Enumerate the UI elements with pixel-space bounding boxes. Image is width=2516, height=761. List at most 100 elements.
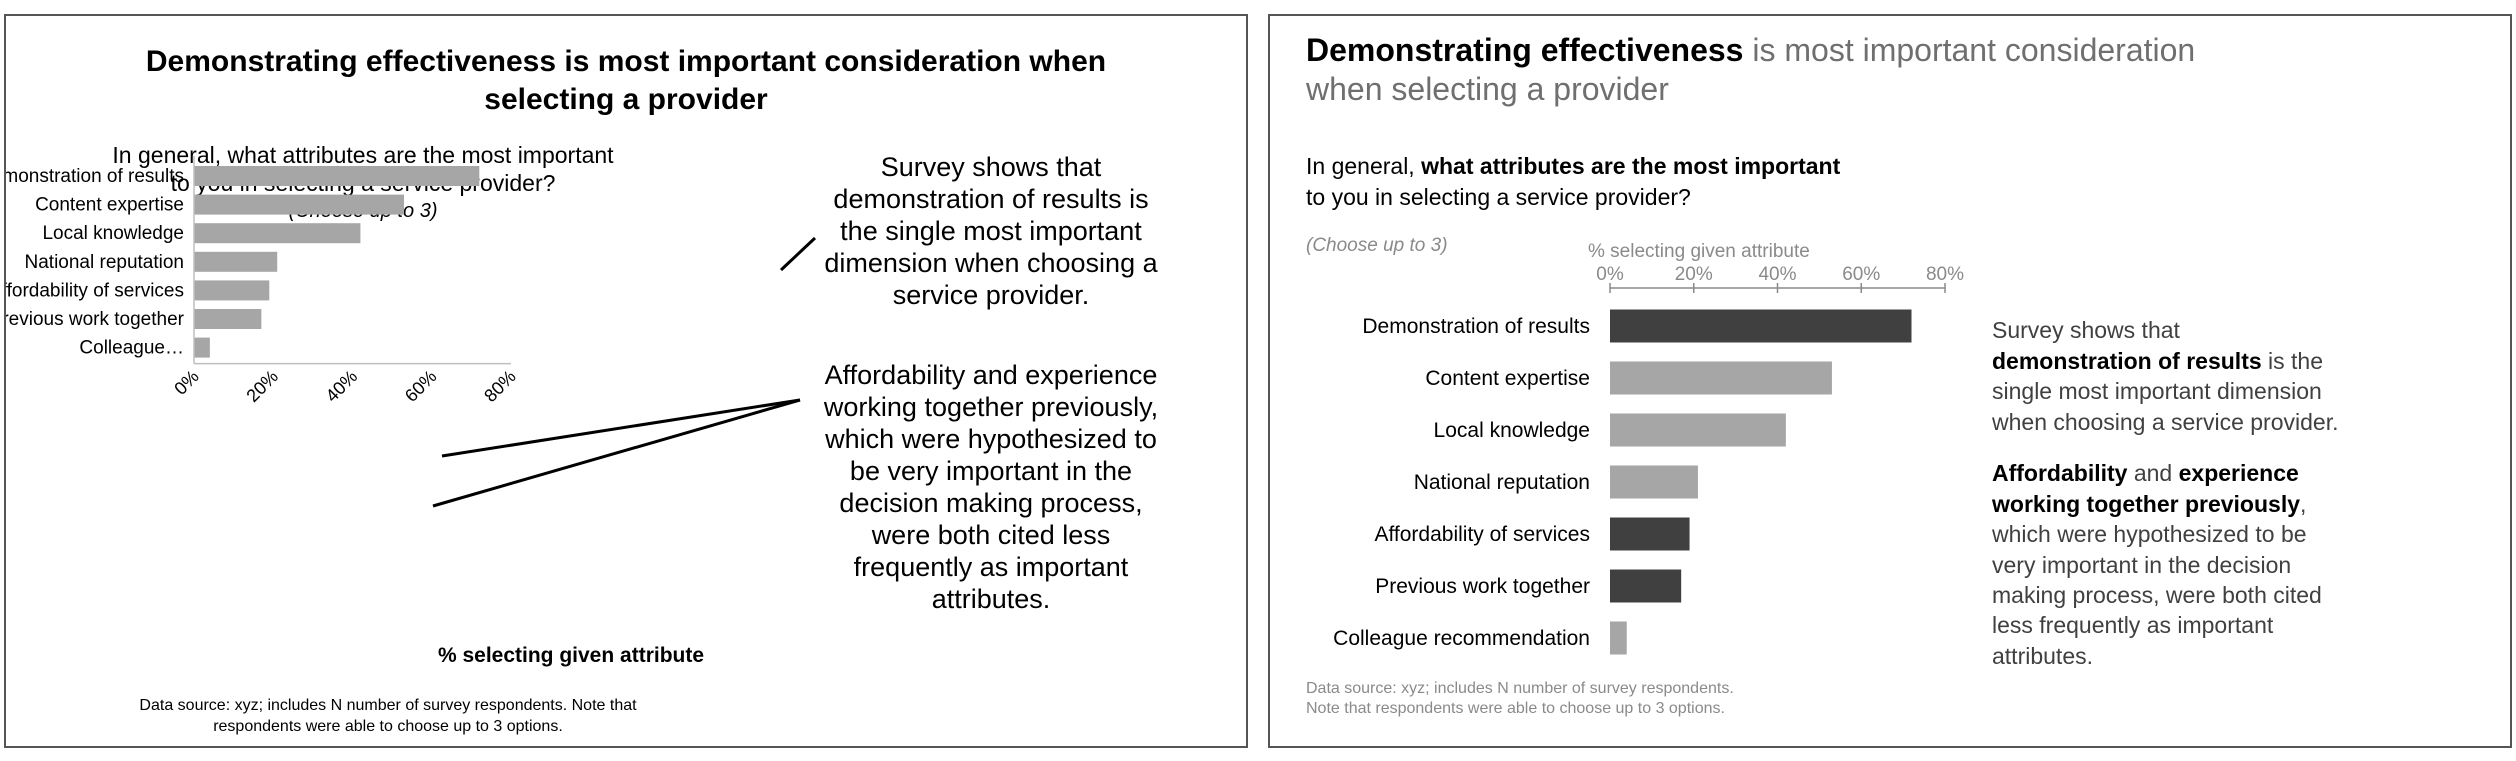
left-x-tick-label: 40% bbox=[322, 366, 362, 406]
right-x-tick-label: 40% bbox=[1758, 264, 1796, 285]
right-chart-svg: Demonstrating effectiveness is most impo… bbox=[1305, 32, 2338, 717]
left-bar bbox=[194, 280, 270, 301]
right-bar bbox=[1610, 465, 1698, 499]
left-x-axis-label: % selecting given attribute bbox=[438, 644, 704, 667]
right-x-tick-label: 0% bbox=[1596, 264, 1624, 285]
right-ann2-bold-b: experience bbox=[2179, 460, 2299, 486]
left-bar bbox=[194, 223, 361, 244]
left-ann1-line: the single most important bbox=[840, 216, 1142, 246]
right-question-note: (Choose up to 3) bbox=[1306, 235, 1448, 256]
right-title-line1: Demonstrating effectiveness is most impo… bbox=[1306, 32, 2195, 68]
left-source-line1: Data source: xyz; includes N number of s… bbox=[139, 697, 637, 714]
left-ann2-line: were both cited less bbox=[871, 520, 1111, 550]
left-x-tick-label: 60% bbox=[401, 366, 441, 406]
right-question-bold: what attributes are the most important bbox=[1420, 153, 1841, 179]
left-chart-panel: Demonstrating effectiveness is most impo… bbox=[4, 14, 1248, 748]
right-category-labels: Demonstration of results Content expertis… bbox=[1333, 315, 1590, 650]
left-question-line1: In general, what attributes are the most… bbox=[112, 142, 614, 168]
left-callout-line-3 bbox=[432, 398, 801, 508]
right-annotation-1: Survey shows that demonstration of resul… bbox=[1991, 317, 2338, 435]
right-ann2-line1: Affordability and experience bbox=[1992, 460, 2299, 486]
left-category-label: Content expertise bbox=[35, 195, 184, 216]
left-ann2-line: which were hypothesized to bbox=[824, 424, 1157, 454]
right-question-plain: In general, bbox=[1306, 153, 1421, 179]
right-category-label: National reputation bbox=[1414, 471, 1590, 494]
right-title-rest: is most important consideration bbox=[1743, 32, 2195, 68]
left-ann2-line: attributes. bbox=[932, 584, 1051, 614]
right-ann2-line5: making process, were both cited bbox=[1992, 582, 2322, 608]
right-category-label: Local knowledge bbox=[1434, 419, 1590, 442]
right-x-axis-label: % selecting given attribute bbox=[1588, 241, 1810, 262]
right-category-label: Previous work together bbox=[1375, 575, 1590, 598]
right-ann1-line2: demonstration of results is the bbox=[1992, 348, 2323, 374]
right-chart-panel: Demonstrating effectiveness is most impo… bbox=[1268, 14, 2512, 748]
right-bar bbox=[1610, 569, 1682, 603]
right-question-line1: In general, what attributes are the most… bbox=[1306, 153, 1841, 179]
left-x-tick-label: 20% bbox=[242, 366, 282, 406]
left-ann1-line: service provider. bbox=[893, 280, 1090, 310]
right-x-tick-label: 60% bbox=[1842, 264, 1880, 285]
left-source-line2: respondents were able to choose up to 3 … bbox=[213, 718, 563, 735]
right-ann2-line7: attributes. bbox=[1992, 643, 2093, 669]
left-ann1-line: demonstration of results is bbox=[833, 184, 1148, 214]
right-ann1-line4: when choosing a service provider. bbox=[1991, 409, 2338, 435]
right-bar bbox=[1610, 309, 1912, 343]
right-ann2-rest: , bbox=[2300, 491, 2306, 517]
right-question-line2: to you in selecting a service provider? bbox=[1306, 184, 1691, 210]
right-bars-group bbox=[1610, 309, 1912, 655]
left-category-label: National reputation bbox=[25, 252, 185, 273]
left-category-label: Colleague… bbox=[79, 338, 184, 359]
right-source-line1: Data source: xyz; includes N number of s… bbox=[1306, 680, 1734, 697]
right-bar bbox=[1610, 361, 1832, 395]
left-x-tick-labels: 0% 20% 40% 60% 80% bbox=[170, 366, 520, 406]
right-x-tick-labels: 0% 20% 40% 60% 80% bbox=[1596, 264, 1964, 285]
right-ann2-line6: less frequently as important bbox=[1992, 612, 2274, 638]
left-ann1-line: Survey shows that bbox=[881, 152, 1102, 182]
left-x-tick-label: 0% bbox=[170, 366, 203, 399]
left-category-label: Previous work together bbox=[6, 309, 185, 330]
left-ann1-line: dimension when choosing a bbox=[824, 248, 1158, 278]
left-chart-svg: Demonstrating effectiveness is most impo… bbox=[6, 45, 1159, 735]
left-callout-line-1 bbox=[779, 236, 817, 272]
right-ann1-rest: is the bbox=[2262, 348, 2323, 374]
right-source-line2: Note that respondents were able to choos… bbox=[1306, 700, 1725, 717]
left-x-tick-label: 80% bbox=[480, 366, 520, 406]
left-category-label: Local knowledge bbox=[42, 223, 184, 244]
left-ann2-line: be very important in the bbox=[850, 456, 1132, 486]
right-title-bold: Demonstrating effectiveness bbox=[1306, 32, 1743, 68]
right-bar bbox=[1610, 413, 1786, 447]
left-ann2-line: frequently as important bbox=[854, 552, 1129, 582]
right-ann2-line2: working together previously, bbox=[1991, 491, 2306, 517]
right-category-label: Content expertise bbox=[1425, 367, 1590, 390]
right-ann1-bold: demonstration of results bbox=[1992, 348, 2262, 374]
right-ann2-plain: and bbox=[2127, 460, 2178, 486]
left-ann2-line: Affordability and experience bbox=[825, 360, 1158, 390]
right-annotation-2: Affordability and experience working tog… bbox=[1991, 460, 2322, 669]
left-callout-line-2 bbox=[441, 398, 801, 458]
left-category-label: Affordability of services bbox=[6, 280, 184, 301]
left-category-labels: Demonstration of results Content expertis… bbox=[6, 166, 185, 359]
right-ann1-line1: Survey shows that bbox=[1992, 317, 2181, 343]
right-category-label: Colleague recommendation bbox=[1333, 627, 1590, 650]
left-bar bbox=[194, 337, 210, 358]
right-bar bbox=[1610, 621, 1627, 655]
right-ann2-bold-a: Affordability bbox=[1992, 460, 2128, 486]
right-ann2-line3: which were hypothesized to be bbox=[1991, 521, 2307, 547]
right-title-line2: when selecting a provider bbox=[1305, 71, 1669, 107]
right-category-label: Affordability of services bbox=[1374, 523, 1590, 546]
left-title-line2: selecting a provider bbox=[484, 83, 768, 116]
right-ann2-line4: very important in the decision bbox=[1992, 552, 2291, 578]
right-category-label: Demonstration of results bbox=[1362, 315, 1590, 338]
right-tick-marks bbox=[1609, 283, 1946, 293]
left-ann2-line: decision making process, bbox=[839, 488, 1142, 518]
left-bar bbox=[194, 166, 480, 186]
right-ann2-bold-c: working together previously bbox=[1991, 491, 2300, 517]
left-category-label: Demonstration of results bbox=[6, 166, 184, 187]
left-bar bbox=[194, 194, 405, 215]
left-bar bbox=[194, 309, 262, 329]
right-bar bbox=[1610, 517, 1690, 551]
left-title-line1: Demonstrating effectiveness is most impo… bbox=[146, 45, 1106, 78]
left-bar bbox=[194, 251, 278, 272]
